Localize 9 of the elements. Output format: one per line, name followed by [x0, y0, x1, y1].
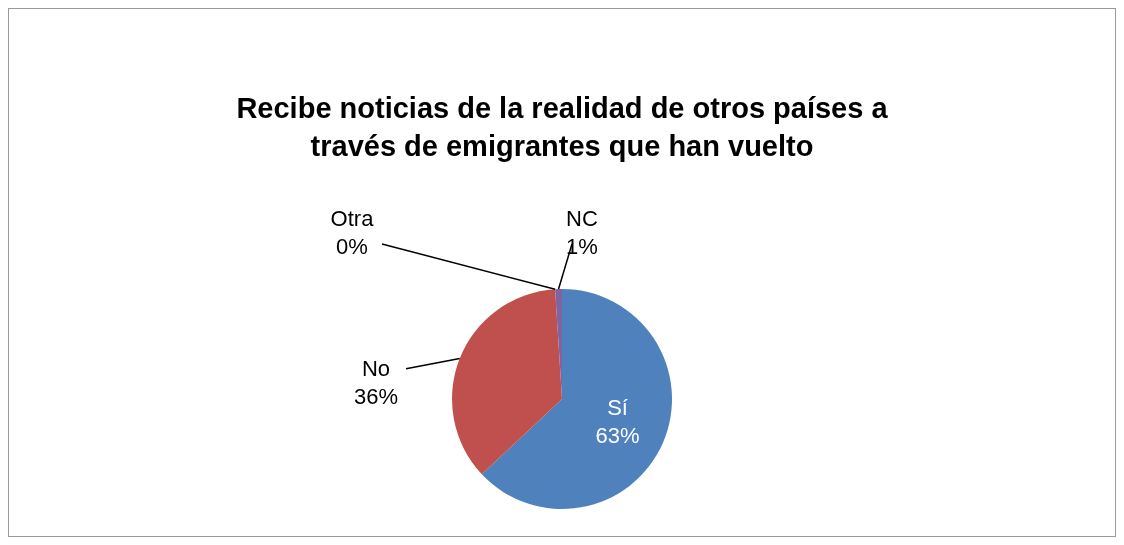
slice-label: Sí: [607, 395, 628, 421]
slice-label: No: [361, 355, 391, 381]
category-label: Otra: [330, 206, 374, 232]
text: 0%: [336, 234, 368, 260]
data-label: 63%: [595, 423, 640, 449]
data-label: 1%: [566, 234, 598, 260]
data-label: 36%: [354, 383, 399, 409]
chart-title: Recibe noticias de la realidad de otros países a través de emigrantes que han vuelto: [235, 91, 889, 164]
slice-label: NC: [566, 206, 598, 232]
